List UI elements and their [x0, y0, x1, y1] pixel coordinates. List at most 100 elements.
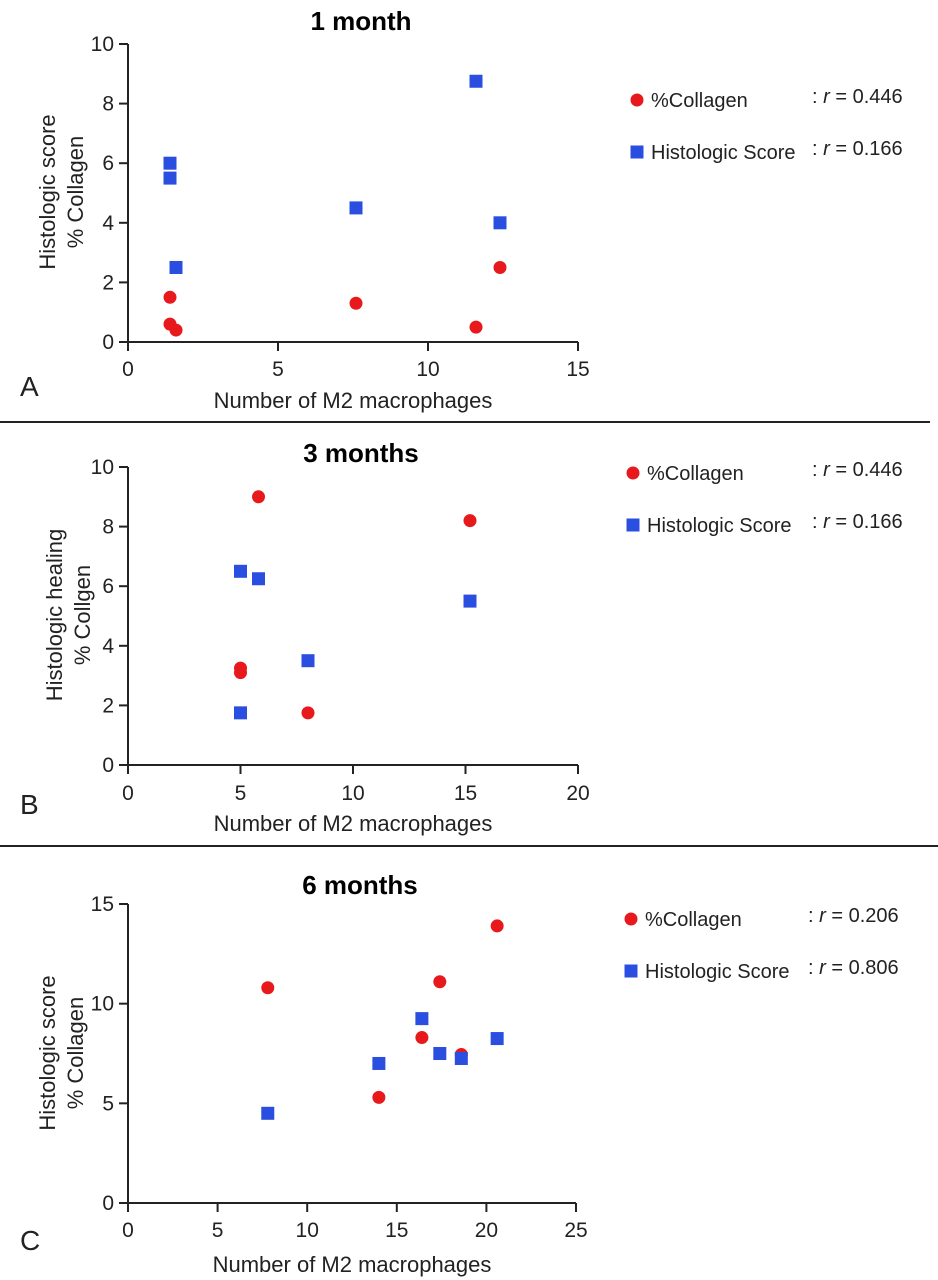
histologic-score-point	[234, 564, 247, 578]
y-axis-label: % Collagen	[63, 997, 88, 1110]
x-tick-label: 20	[566, 782, 589, 805]
histologic-score-point	[163, 156, 177, 170]
x-tick-label: 15	[385, 1219, 408, 1242]
legend-marker	[626, 466, 640, 480]
y-tick-label: 0	[102, 331, 114, 354]
x-tick-label: 5	[272, 358, 284, 381]
legend-label: Histologic Score	[651, 142, 796, 164]
y-tick-label: 4	[102, 635, 114, 658]
y-tick-label: 10	[91, 456, 114, 479]
x-tick-label: 25	[564, 1219, 587, 1242]
legend-label: %Collagen	[651, 90, 748, 112]
x-tick-label: 10	[341, 782, 364, 805]
collagen-point	[463, 514, 477, 528]
series-histologic-score	[163, 74, 507, 274]
legend-label: %Collagen	[647, 463, 744, 485]
x-tick-label: 0	[122, 358, 134, 381]
chart-title: 6 months	[302, 870, 418, 900]
panel-letter: A	[20, 371, 39, 402]
correlation-value: = 0.206	[826, 905, 899, 927]
chart-panel-a: 1 month 0 2 4 6 8 10 0 5 10 15 Number of M2 macroph…	[20, 6, 903, 413]
histologic-score-point	[234, 706, 247, 720]
legend-label: Histologic Score	[647, 515, 792, 537]
collagen-point	[469, 320, 483, 334]
x-tick-label: 0	[122, 782, 134, 805]
correlation-label: : r = 0.806	[808, 957, 899, 979]
correlation-colon: :	[812, 86, 823, 108]
correlation-value: = 0.166	[830, 511, 903, 533]
collagen-point	[301, 706, 315, 720]
correlation-symbol: r	[823, 138, 831, 160]
correlation-symbol: r	[823, 459, 831, 481]
y-axis-label: % Collagen	[63, 136, 88, 249]
y-tick-label: 4	[102, 212, 114, 235]
y-tick-label: 15	[91, 893, 114, 916]
x-tick-label: 15	[566, 358, 589, 381]
y-axis-label: Histologic score	[35, 114, 60, 269]
x-tick-label: 5	[212, 1219, 224, 1242]
y-tick-label: 10	[91, 993, 114, 1016]
correlation-label: : r = 0.446	[812, 459, 903, 481]
histologic-score-point	[169, 261, 183, 274]
y-tick-label: 6	[102, 152, 114, 175]
chart-panel-c: 6 months 0 5 10 15 0 5 10 15 20 25 Number of M2 mac…	[20, 870, 899, 1277]
collagen-point	[261, 981, 275, 995]
panel-letter: C	[20, 1225, 40, 1256]
chart-panel-b: 3 months 0 2 4 6 8 10 0 5 10 15 20 Number of M2 macr…	[20, 438, 903, 836]
y-tick-label: 10	[91, 33, 114, 56]
series-collagen	[163, 261, 507, 337]
collagen-point	[349, 296, 363, 310]
x-tick-label: 15	[454, 782, 477, 805]
collagen-point	[169, 323, 183, 337]
correlation-colon: :	[812, 138, 823, 160]
series-collagen	[234, 490, 477, 720]
x-axis-label: Number of M2 macrophages	[214, 388, 493, 413]
collagen-point	[252, 490, 265, 504]
y-tick-label: 5	[102, 1092, 114, 1115]
histologic-score-point	[433, 1047, 447, 1060]
legend-marker	[624, 964, 638, 978]
correlation-colon: :	[808, 957, 819, 979]
legend-marker	[624, 912, 638, 926]
x-axis-label: Number of M2 macrophages	[213, 1252, 492, 1277]
collagen-point	[372, 1090, 386, 1104]
series-histologic-score	[261, 1012, 504, 1120]
correlation-symbol: r	[823, 86, 831, 108]
histologic-score-point	[493, 216, 507, 230]
histologic-score-point	[490, 1032, 504, 1046]
correlation-colon: :	[812, 459, 823, 481]
chart-title: 3 months	[303, 438, 419, 468]
x-tick-label: 10	[296, 1219, 319, 1242]
y-tick-label: 0	[102, 1192, 114, 1215]
y-tick-label: 8	[102, 93, 114, 116]
correlation-label: : r = 0.206	[808, 905, 899, 927]
collagen-point	[234, 666, 247, 680]
x-tick-label: 20	[475, 1219, 498, 1242]
y-axis-label: Histologic score	[35, 975, 60, 1130]
histologic-score-point	[469, 74, 483, 88]
correlation-colon: :	[808, 905, 819, 927]
histologic-score-point	[415, 1012, 429, 1026]
correlation-value: = 0.806	[826, 957, 899, 979]
legend-label: %Collagen	[645, 909, 742, 931]
histologic-score-point	[454, 1051, 468, 1065]
x-tick-label: 0	[122, 1219, 134, 1242]
correlation-value: = 0.166	[830, 138, 903, 160]
chart-title: 1 month	[310, 6, 411, 36]
correlation-value: = 0.446	[830, 459, 903, 481]
x-tick-label: 5	[235, 782, 247, 805]
histologic-score-point	[163, 171, 177, 185]
x-axis-label: Number of M2 macrophages	[214, 811, 493, 836]
y-axis-label: Histologic healing	[42, 529, 67, 701]
correlation-colon: :	[812, 511, 823, 533]
y-tick-label: 2	[102, 694, 114, 717]
series-histologic-score	[234, 564, 477, 720]
correlation-symbol: r	[823, 511, 831, 533]
histologic-score-point	[261, 1106, 275, 1120]
collagen-point	[163, 290, 177, 304]
legend-marker	[630, 93, 644, 107]
y-tick-label: 8	[102, 516, 114, 539]
correlation-symbol: r	[819, 905, 827, 927]
y-tick-label: 6	[102, 575, 114, 598]
